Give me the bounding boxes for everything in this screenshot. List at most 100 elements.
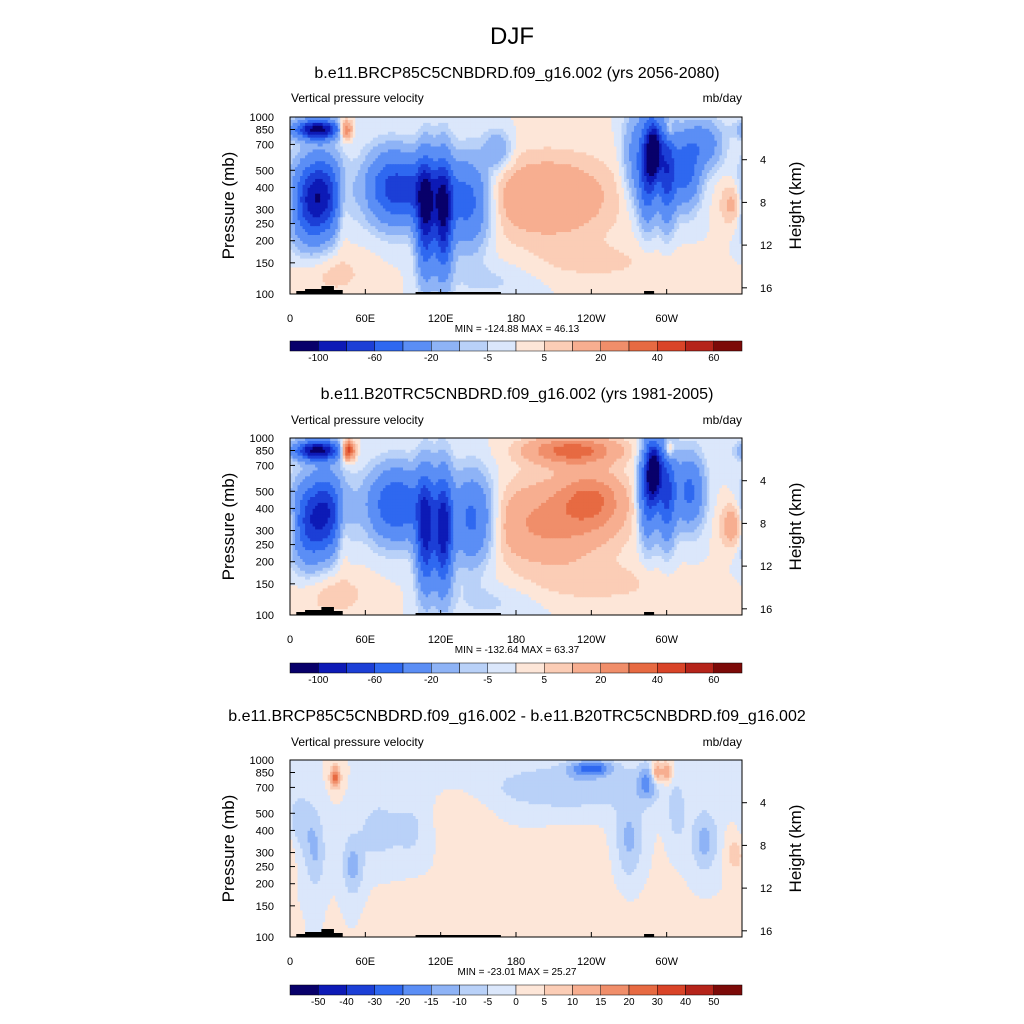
colorbar-swatch [318,984,347,996]
contour-field [290,760,742,937]
units-label: mb/day [703,413,742,427]
y-tick-label: 500 [256,486,274,498]
colorbar-label: 40 [652,353,664,364]
colorbar-label: 10 [567,997,579,1008]
colorbar-swatch [487,662,517,674]
colorbar-swatch [685,340,714,352]
y-tick-label: 100 [256,289,274,301]
x-tick-label: 120W [577,956,606,968]
colorbar-swatch [600,984,630,996]
x-tick-label: 0 [287,313,293,325]
colorbar-swatch [685,984,714,996]
y-tick-label: 100 [256,610,274,622]
panel-title: b.e11.BRCP85C5CNBDRD.f09_g16.002 - b.e11… [228,708,806,725]
colorbar-label: 30 [652,997,664,1008]
y-tick-label: 300 [256,526,274,538]
min-max-stats: MIN = -124.88 MAX = 46.13 [455,324,580,335]
x-tick-label: 180 [507,634,525,646]
panel-title: b.e11.B20TRC5CNBDRD.f09_g16.002 (yrs 198… [321,386,714,403]
colorbar-label: -50 [311,997,326,1008]
x-tick-label: 180 [507,956,525,968]
colorbar: -50 -40 -30 -20 -15 -10 -5 0 5 10 15 20 30 40 50 [289,984,743,1008]
colorbar-swatch [289,662,319,674]
variable-label: Vertical pressure velocity [291,413,424,427]
colorbar-label: -5 [483,353,492,364]
y-axis-title: Pressure (mb) [219,152,238,260]
colorbar: -100 -60 -20 -5 5 20 40 60 [289,340,743,364]
y-right-axis-title: Height (km) [786,805,805,893]
colorbar-swatch [346,984,375,996]
colorbar-swatch [515,662,545,674]
min-max-stats: MIN = -23.01 MAX = 25.27 [458,967,577,978]
colorbar-swatch [572,662,601,674]
colorbar-swatch [402,984,432,996]
y-tick-label: 250 [256,540,274,552]
colorbar-label: 40 [680,997,692,1008]
y-tick-label: 200 [256,879,274,891]
x-tick-label: 120E [428,634,454,646]
colorbar-swatch [487,984,517,996]
panel-3: b.e11.BRCP85C5CNBDRD.f09_g16.002 - b.e11… [219,708,806,1008]
y-tick-label: 150 [256,579,274,591]
x-tick-label: 60W [655,956,678,968]
colorbar-label: 60 [708,353,720,364]
y-tick-label: 300 [256,205,274,217]
x-tick-label: 120W [577,313,606,325]
colorbar-swatch [713,984,743,996]
x-tick-label: 60E [356,313,376,325]
topography-mask [296,607,655,615]
y-right-tick-label: 8 [760,518,766,530]
colorbar-swatch [515,984,545,996]
colorbar-label: -40 [339,997,354,1008]
colorbar-swatch [374,340,404,352]
y-tick-label: 1000 [250,433,274,445]
panels: b.e11.BRCP85C5CNBDRD.f09_g16.002 (yrs 20… [219,65,806,1008]
x-tick-label: 120W [577,634,606,646]
y-tick-label: 850 [256,124,274,136]
colorbar-label: -10 [452,997,467,1008]
x-tick-label: 120E [428,956,454,968]
colorbar-swatch [572,984,601,996]
y-tick-label: 300 [256,848,274,860]
colorbar-swatch [713,340,743,352]
contour-field [290,438,742,615]
y-right-tick-label: 16 [760,926,772,938]
colorbar-swatch [402,340,432,352]
y-right-axis-title: Height (km) [786,483,805,571]
y-tick-label: 1000 [250,112,274,124]
colorbar-swatch [544,984,573,996]
y-right-tick-label: 16 [760,283,772,295]
colorbar-label: 0 [513,997,519,1008]
units-label: mb/day [703,735,742,749]
colorbar-swatch [544,340,573,352]
y-tick-label: 500 [256,808,274,820]
y-tick-label: 150 [256,258,274,270]
colorbar-label: -15 [424,997,439,1008]
colorbar-label: 5 [541,353,547,364]
colorbar-swatch [459,662,488,674]
colorbar-swatch [657,340,686,352]
y-right-tick-label: 8 [760,840,766,852]
colorbar-swatch [657,984,686,996]
colorbar-label: 15 [595,997,607,1008]
colorbar-swatch [459,984,488,996]
colorbar-label: -20 [396,997,411,1008]
colorbar-label: 40 [652,675,664,686]
colorbar-swatch [600,662,630,674]
colorbar-swatch [685,662,714,674]
y-right-axis-title: Height (km) [786,162,805,250]
y-tick-label: 200 [256,557,274,569]
y-tick-label: 700 [256,139,274,151]
colorbar: -100 -60 -20 -5 5 20 40 60 [289,662,743,686]
colorbar-swatch [600,340,630,352]
colorbar-label: -20 [424,675,439,686]
x-tick-label: 60E [356,634,376,646]
y-tick-label: 400 [256,503,274,515]
colorbar-swatch [713,662,743,674]
topography-mask [296,929,655,937]
colorbar-swatch [544,662,573,674]
y-tick-label: 150 [256,901,274,913]
y-tick-label: 850 [256,445,274,457]
colorbar-swatch [459,340,488,352]
y-tick-label: 400 [256,182,274,194]
